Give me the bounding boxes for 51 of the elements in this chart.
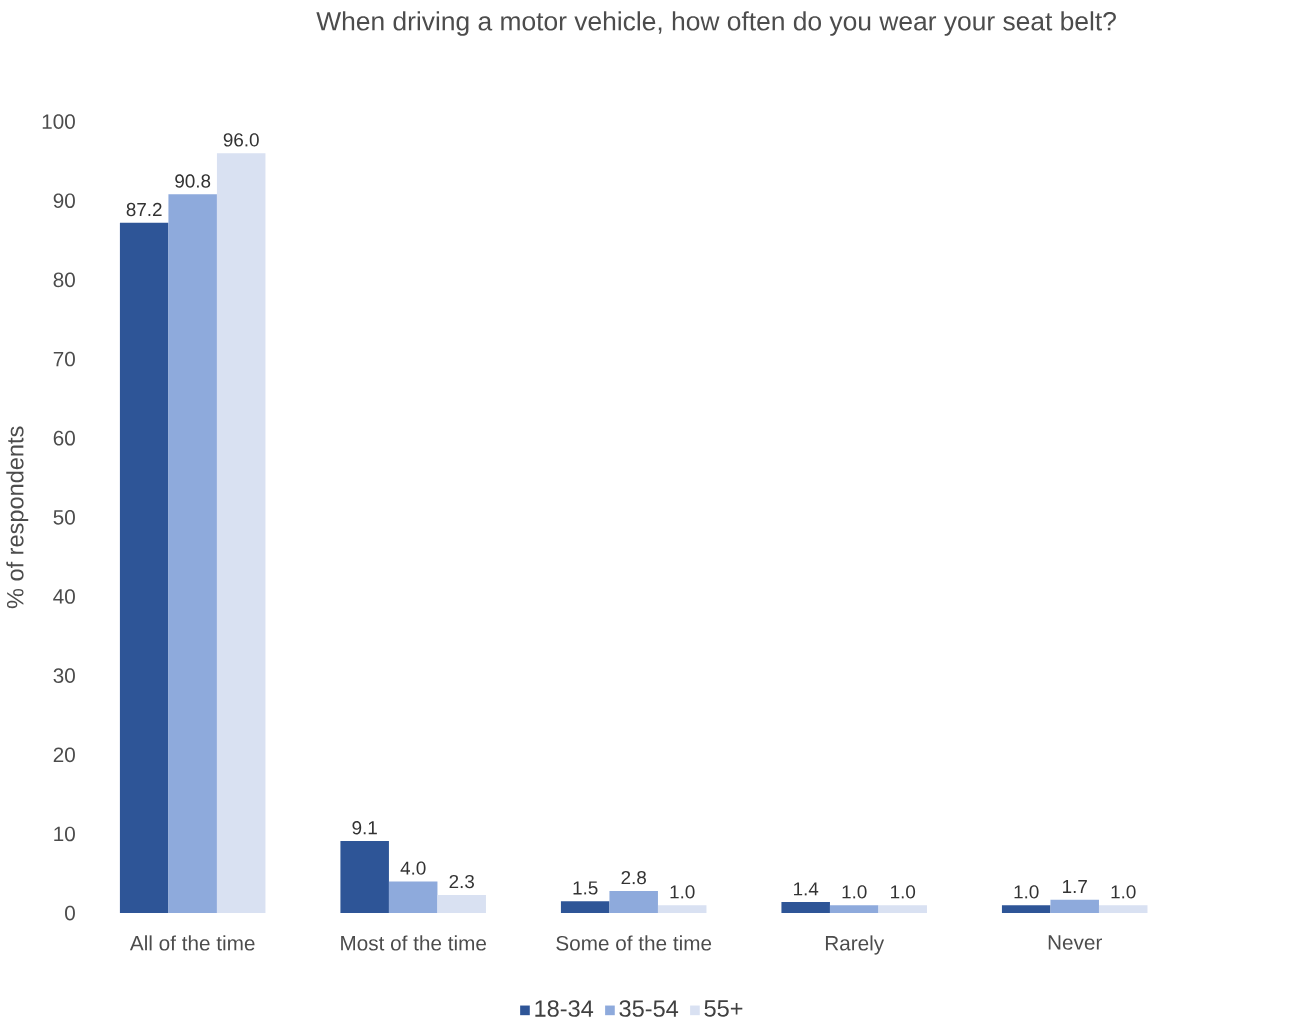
bar xyxy=(609,890,658,914)
bar xyxy=(829,905,879,914)
bar xyxy=(781,902,830,914)
bar xyxy=(560,901,610,914)
data-label: 1.5 xyxy=(573,881,598,895)
bar xyxy=(437,894,486,914)
data-label: 87.2 xyxy=(126,202,162,217)
data-label: 1.0 xyxy=(1014,885,1039,899)
x-tick-label: All of the time xyxy=(129,935,255,951)
bar xyxy=(1098,905,1148,914)
data-label: 2.3 xyxy=(449,874,474,889)
bar xyxy=(388,881,438,914)
bar xyxy=(878,905,927,914)
y-tick-label: 60 xyxy=(53,430,75,446)
bar xyxy=(216,153,266,914)
data-label: 4.0 xyxy=(400,861,426,875)
bar xyxy=(1050,899,1099,914)
y-tick-label: 100 xyxy=(42,114,75,129)
bar xyxy=(1001,905,1051,914)
y-tick-label: 50 xyxy=(53,510,75,525)
data-label: 2.8 xyxy=(621,870,646,885)
bar xyxy=(657,905,707,914)
y-tick-label: 90 xyxy=(53,193,75,209)
y-tick-label: 70 xyxy=(53,351,75,367)
y-tick-label: 20 xyxy=(53,747,75,763)
data-label: 1.4 xyxy=(794,882,819,896)
bar xyxy=(119,222,169,914)
y-tick-label: 80 xyxy=(53,272,75,288)
y-tick-label: 40 xyxy=(53,589,75,604)
bar xyxy=(340,841,389,914)
legend-label: 55+ xyxy=(704,1000,743,1017)
data-label: 90.8 xyxy=(175,174,211,188)
data-label: 1.0 xyxy=(1111,885,1136,899)
y-axis-title: % of respondents xyxy=(6,426,29,609)
data-label: 9.1 xyxy=(352,821,377,835)
x-tick-label: Rarely xyxy=(825,935,885,955)
x-tick-label: Most of the time xyxy=(341,935,486,951)
x-tick-label: Never xyxy=(1048,935,1103,950)
x-tick-label: Some of the time xyxy=(556,935,712,951)
chart-title: When driving a motor vehicle, how often do you wear your seat belt? xyxy=(316,11,1116,36)
y-tick-label: 0 xyxy=(65,905,75,921)
data-label: 1.0 xyxy=(670,885,695,899)
y-tick-label: 30 xyxy=(53,668,75,683)
y-tick-label: 10 xyxy=(54,826,75,842)
data-label: 1.0 xyxy=(891,885,916,899)
legend-label: 18-34 xyxy=(535,1000,594,1017)
data-label: 1.7 xyxy=(1063,880,1087,893)
data-label: 96.0 xyxy=(223,133,259,147)
bar xyxy=(168,194,217,914)
data-label: 1.0 xyxy=(842,885,867,899)
legend-label: 35-54 xyxy=(619,1000,679,1017)
